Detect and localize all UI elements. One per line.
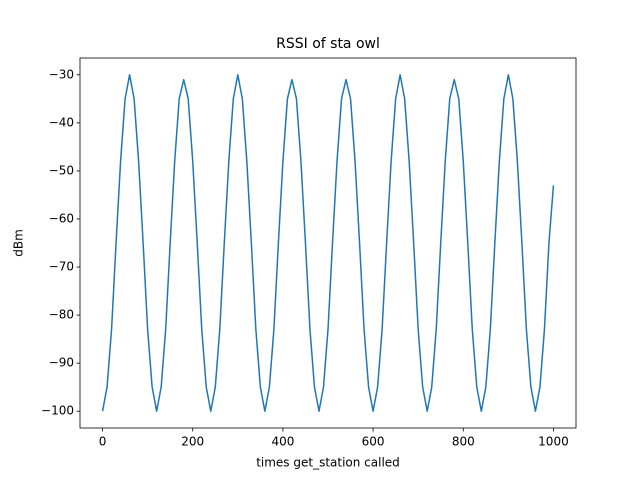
plot-frame (79, 57, 577, 429)
x-tick-label: 200 (181, 435, 204, 449)
x-tick-label: 800 (452, 435, 475, 449)
y-tick-label: −100 (41, 404, 74, 418)
y-axis-label: dBm (12, 229, 26, 257)
y-tick-label: −50 (49, 163, 74, 177)
chart-title: RSSI of sta owl (276, 36, 380, 52)
line (101, 74, 555, 412)
y-tick-label: −60 (49, 211, 74, 225)
x-tick-label: 400 (271, 435, 294, 449)
y-tick-label: −90 (49, 356, 74, 370)
x-tick-label: 0 (99, 435, 107, 449)
x-axis-label: times get_station called (256, 456, 400, 470)
y-tick-label: −30 (49, 67, 74, 81)
y-tick-label: −80 (49, 308, 74, 322)
y-tick-label: −70 (49, 260, 74, 274)
y-tick-label: −40 (49, 115, 74, 129)
x-tick-label: 1000 (538, 435, 569, 449)
x-tick-label: 600 (362, 435, 385, 449)
